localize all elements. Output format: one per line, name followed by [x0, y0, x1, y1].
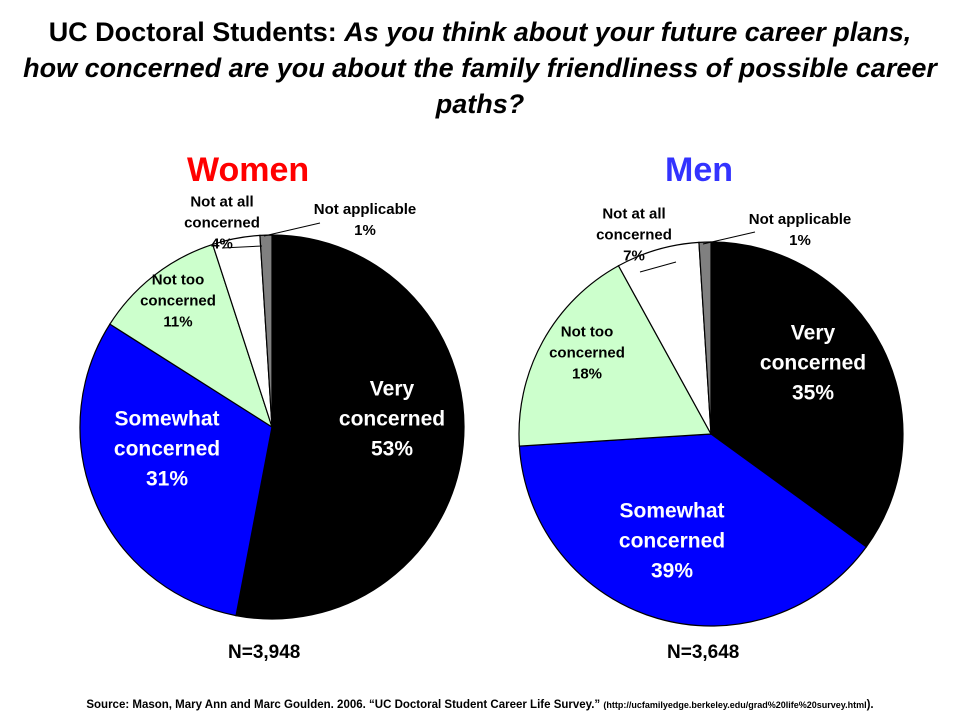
men-leader-not-at-all-concerned	[639, 261, 677, 273]
men-slice-somewhat-concerned	[518, 433, 868, 627]
men-label-line: concerned	[619, 529, 725, 552]
men-label-not-applicable: Not applicable 1%	[749, 211, 852, 249]
men-pie-title: Men	[665, 151, 733, 189]
women-label-line: 11%	[163, 313, 192, 330]
men-label-line: Not too	[561, 323, 613, 340]
men-label-not-at-all-concerned: Not at all concerned 7%	[596, 205, 672, 264]
men-label-not-too-concerned: Not too concerned 18%	[549, 323, 625, 382]
women-pie: Very concerned 53% Somewhat concerned 31% Not …	[79, 193, 465, 620]
men-label-line: 7%	[623, 247, 645, 264]
source-citation: Source: Mason, Mary Ann and Marc Goulden…	[10, 699, 950, 711]
women-label-line: concerned	[140, 292, 216, 309]
women-label-line: Somewhat	[114, 407, 219, 430]
men-label-line: Very	[791, 321, 836, 344]
men-label-line: concerned	[596, 226, 672, 243]
men-label-line: 18%	[572, 365, 602, 382]
men-sample-size: N=3,648	[667, 642, 740, 663]
men-label-line: 39%	[651, 559, 693, 582]
women-label-line: Not at all	[190, 193, 253, 210]
women-label-somewhat-concerned: Somewhat concerned 31%	[114, 407, 220, 490]
women-label-line: concerned	[114, 437, 220, 460]
title-question: As you think about your future career pl…	[23, 17, 937, 119]
men-label-line: concerned	[549, 344, 625, 361]
women-label-not-at-all-concerned: Not at all concerned 4%	[184, 193, 260, 252]
women-label-line: 4%	[211, 235, 233, 252]
chart-title: UC Doctoral Students: As you think about…	[20, 14, 940, 122]
women-slice-very-concerned	[235, 234, 465, 620]
women-label-line: 1%	[354, 222, 376, 239]
women-slice-not-too-concerned	[109, 243, 274, 429]
women-label-not-too-concerned: Not too concerned 11%	[140, 271, 216, 330]
men-label-line: Not applicable	[749, 211, 852, 228]
women-label-line: concerned	[184, 214, 260, 231]
women-label-not-applicable: Not applicable 1%	[314, 201, 417, 239]
women-label-line: concerned	[339, 407, 445, 430]
source-end: ).	[866, 699, 874, 711]
women-leader-not-applicable	[263, 222, 321, 237]
men-label-line: 1%	[789, 232, 811, 249]
title-prefix: UC Doctoral Students:	[48, 17, 345, 47]
women-label-very-concerned: Very concerned 53%	[339, 377, 445, 460]
women-pie-title: Women	[187, 151, 310, 189]
women-sample-size: N=3,948	[228, 642, 301, 663]
men-label-somewhat-concerned: Somewhat concerned 39%	[619, 499, 725, 582]
men-label-line: concerned	[760, 351, 866, 374]
source-text: Source: Mason, Mary Ann and Marc Goulden…	[86, 699, 604, 711]
women-label-line: 31%	[146, 467, 188, 490]
men-pie: Very concerned 35% Somewhat concerned 39% Not …	[518, 205, 904, 627]
men-slice-not-too-concerned	[518, 264, 712, 447]
men-label-line: Not at all	[602, 205, 665, 222]
men-label-very-concerned: Very concerned 35%	[760, 321, 866, 404]
men-label-line: Somewhat	[619, 499, 724, 522]
women-leader-not-at-all-concerned	[221, 245, 263, 249]
men-slice-very-concerned	[710, 241, 904, 548]
men-leader-not-applicable	[702, 231, 756, 245]
women-label-line: Not too	[152, 271, 204, 288]
men-label-line: 35%	[792, 381, 834, 404]
women-label-line: 53%	[371, 437, 413, 460]
source-url: (http://ucfamilyedge.berkeley.edu/grad%2…	[603, 700, 867, 710]
women-label-line: Very	[370, 377, 415, 400]
women-label-line: Not applicable	[314, 201, 417, 218]
